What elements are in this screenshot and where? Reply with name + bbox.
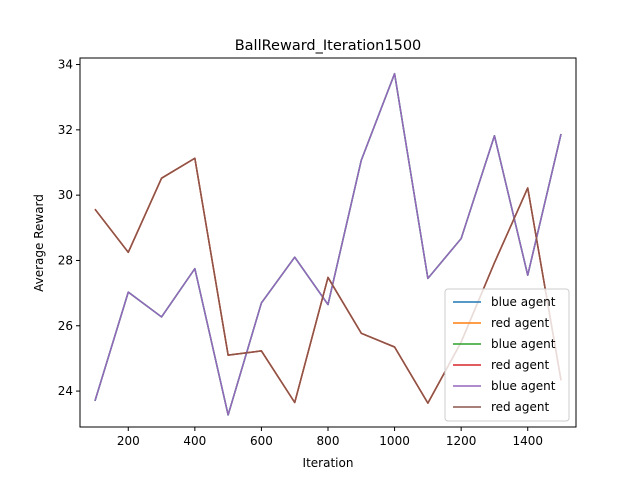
legend-label: blue agent [491,379,556,393]
x-tick-label: 1000 [379,434,410,448]
plot-area [94,72,562,416]
legend-label: red agent [491,400,549,414]
y-tick-label: 32 [58,123,73,137]
y-axis: 24 26 28 30 32 34 [58,58,80,398]
legend-label: red agent [491,358,549,372]
x-tick-label: 400 [183,434,206,448]
y-axis-label: Average Reward [32,194,46,292]
y-tick-label: 34 [58,58,73,72]
x-tick-label: 600 [250,434,273,448]
y-tick-label: 24 [58,384,73,398]
x-tick-label: 200 [117,434,140,448]
x-axis: 200 400 600 800 1000 1200 1400 [117,427,543,448]
legend: blue agent red agent blue agent red agent bl… [444,288,570,422]
legend-label: blue agent [491,295,556,309]
x-tick-label: 1400 [512,434,543,448]
y-tick-label: 26 [58,319,73,333]
chart-title: BallReward_Iteration1500 [235,38,422,54]
x-tick-label: 800 [317,434,340,448]
x-axis-label: Iteration [303,456,354,470]
y-tick-label: 28 [58,253,73,267]
x-tick-label: 1200 [446,434,477,448]
legend-label: blue agent [491,337,556,351]
legend-label: red agent [491,316,549,330]
y-tick-label: 30 [58,188,73,202]
series-line-5 [94,72,562,416]
legend-box [444,288,570,422]
